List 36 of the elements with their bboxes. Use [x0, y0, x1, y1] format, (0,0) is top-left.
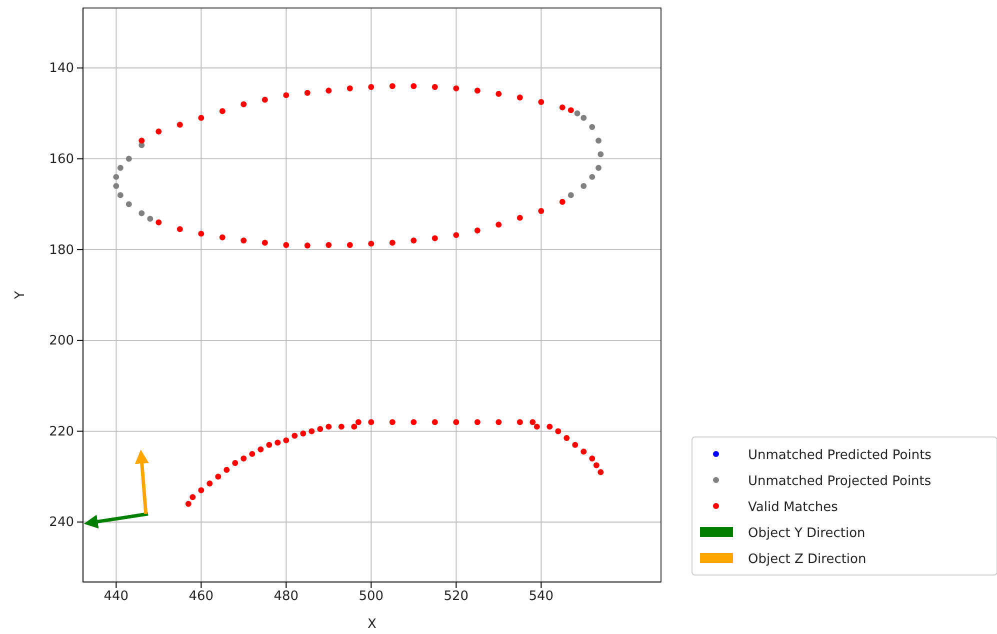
legend-label: Object Y Direction	[748, 526, 866, 541]
point	[574, 110, 580, 116]
legend-label: Unmatched Predicted Points	[748, 448, 932, 463]
point	[113, 183, 120, 189]
point	[596, 164, 602, 171]
point	[596, 138, 602, 144]
point	[589, 174, 596, 180]
y-tick-label: 160	[49, 152, 74, 167]
point	[138, 210, 145, 216]
x-tick-label: 520	[444, 589, 469, 604]
point	[117, 164, 124, 171]
point	[589, 124, 596, 130]
y-axis-title: Y	[13, 290, 28, 300]
x-tick-label: 460	[188, 589, 214, 604]
x-tick-label: 440	[104, 589, 129, 604]
point	[126, 201, 132, 208]
y-tick-label: 220	[49, 424, 74, 440]
x-axis-title: X	[368, 617, 377, 632]
point	[113, 174, 120, 180]
y-tick-label: 200	[49, 334, 74, 349]
y-tick-label: 180	[49, 242, 74, 258]
x-tick-label: 480	[274, 589, 299, 604]
x-tick-label: 540	[528, 589, 554, 604]
legend-label: Object Z Direction	[748, 552, 866, 567]
legend-label: Unmatched Projected Points	[748, 474, 932, 489]
x-tick-label: 500	[358, 589, 384, 604]
point	[598, 151, 604, 158]
point	[126, 156, 132, 162]
point	[147, 216, 154, 222]
legend-label: Valid Matches	[748, 500, 838, 515]
y-tick-label: 240	[49, 515, 74, 530]
point	[580, 114, 587, 121]
point	[117, 192, 124, 198]
y-tick-label: 140	[49, 61, 74, 76]
point	[580, 183, 587, 189]
point	[568, 192, 574, 198]
